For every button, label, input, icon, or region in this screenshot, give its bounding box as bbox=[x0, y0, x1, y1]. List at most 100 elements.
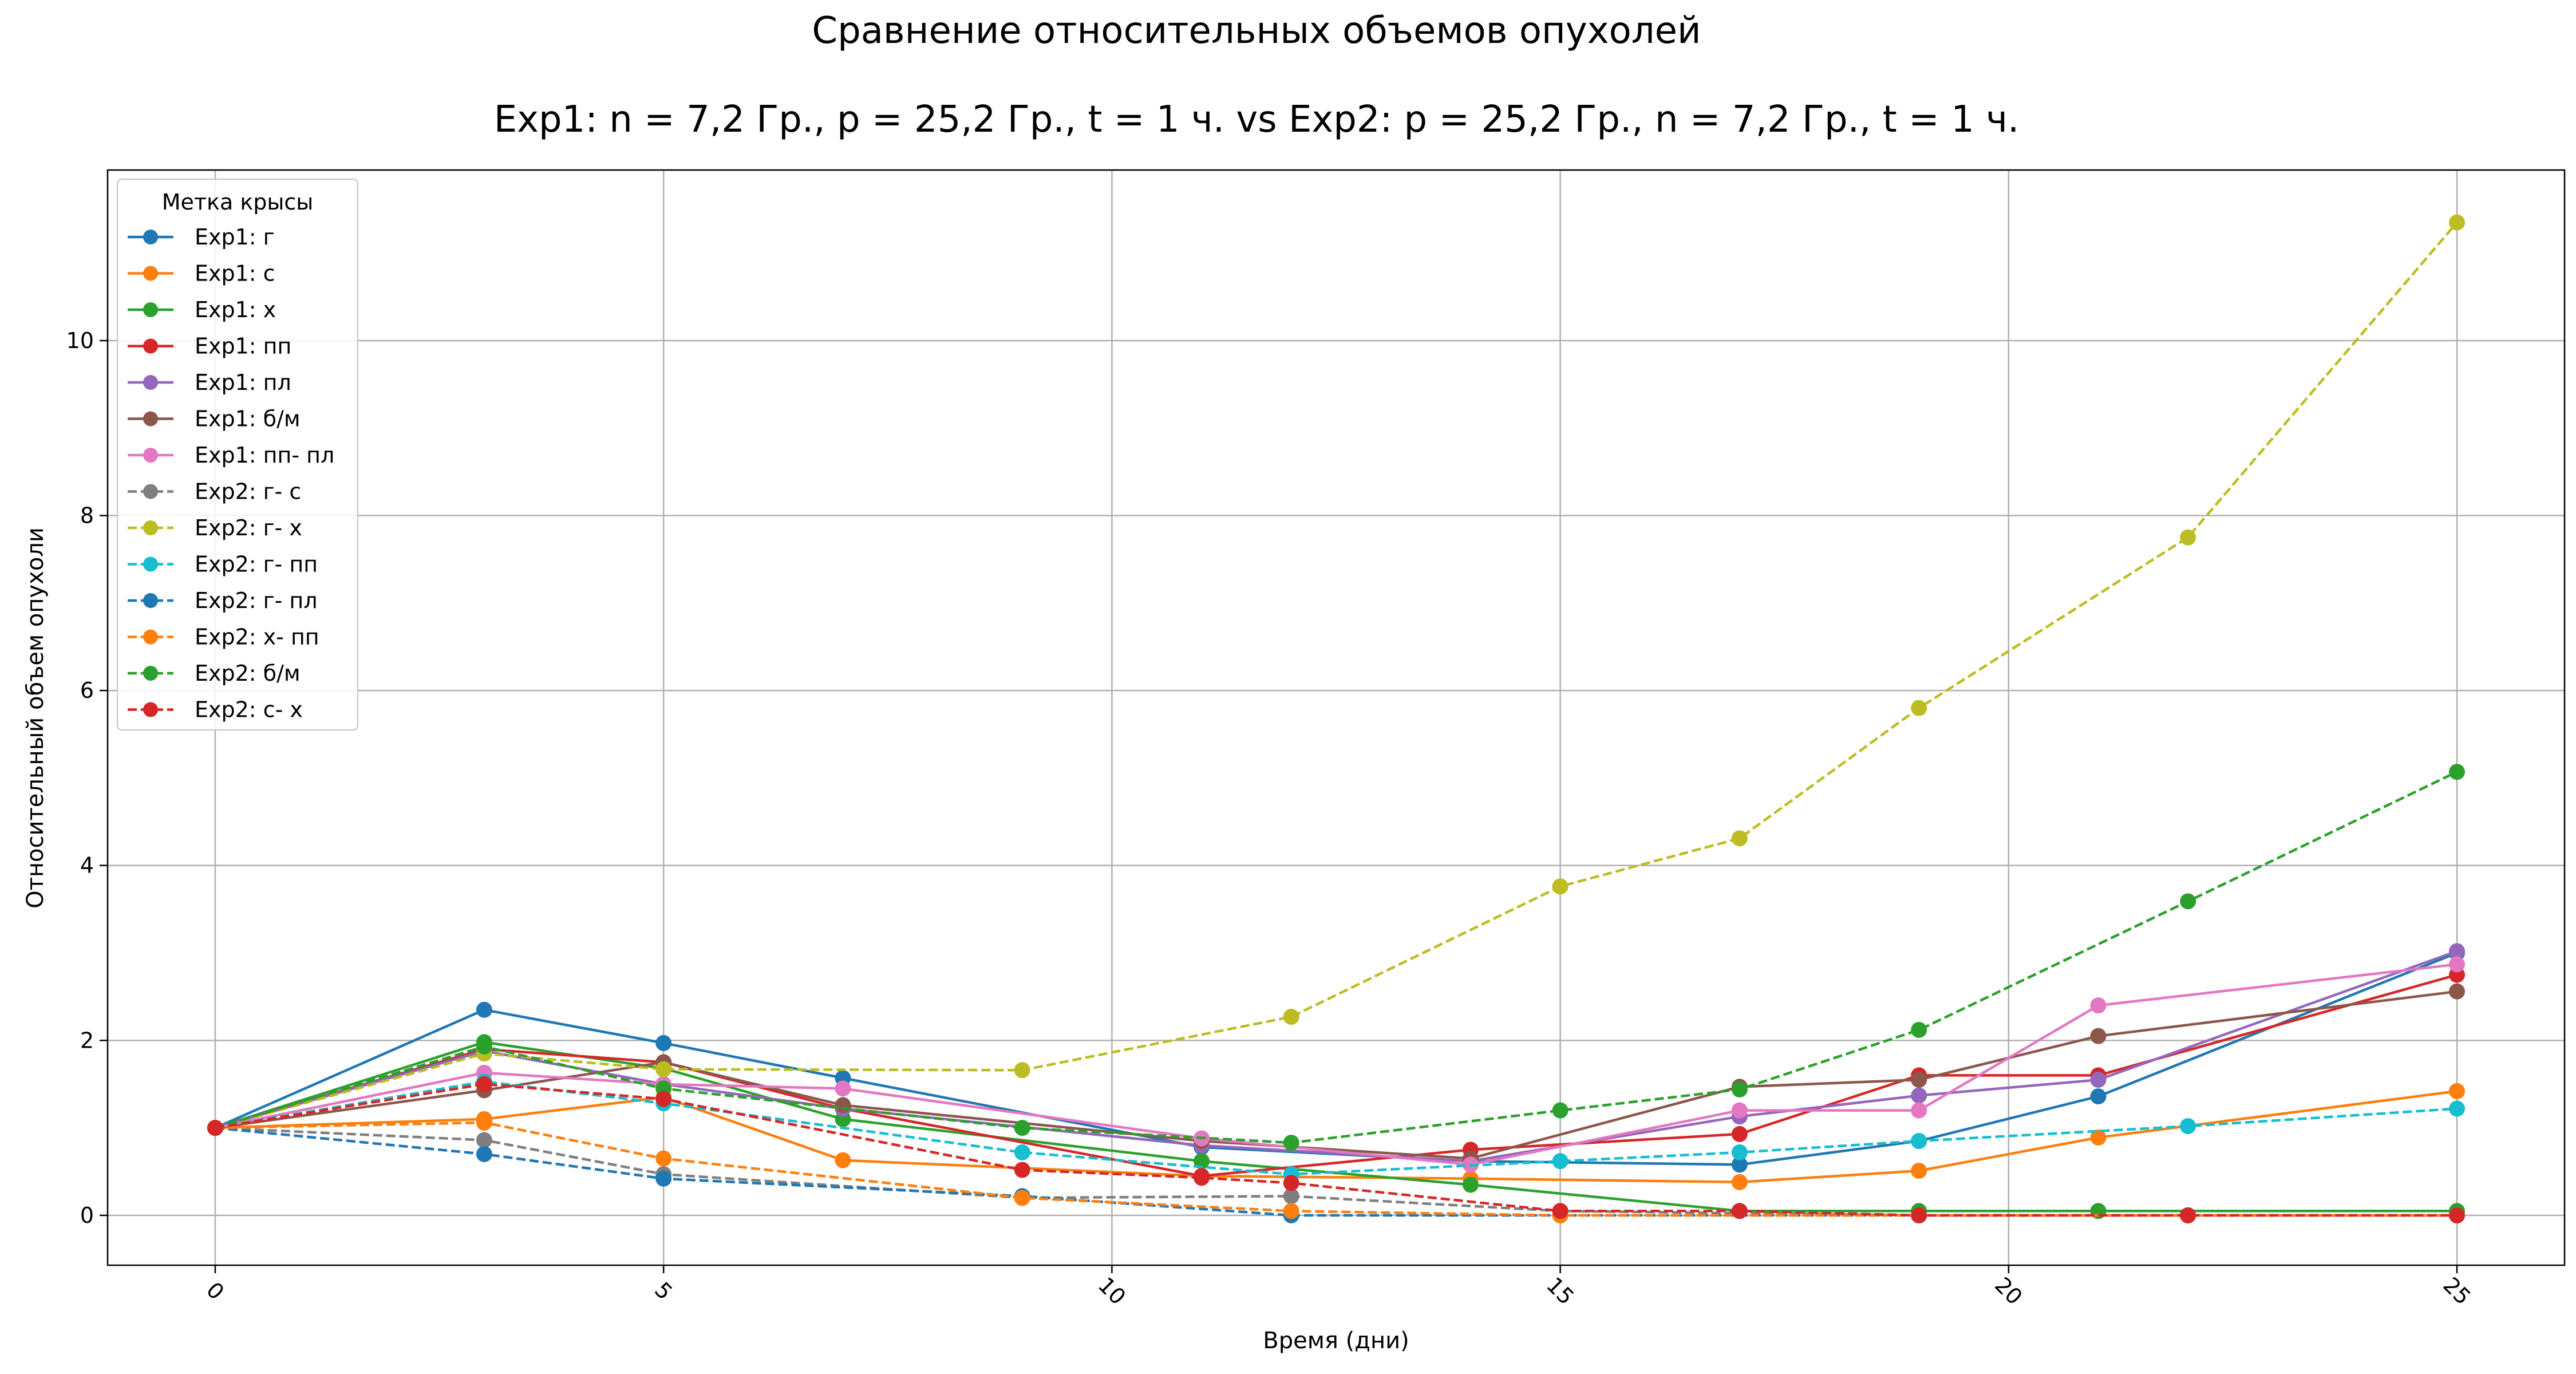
legend-marker bbox=[143, 230, 158, 244]
data-point bbox=[655, 1091, 672, 1107]
legend-entry: Exp1: пп- пл bbox=[195, 443, 334, 468]
data-point bbox=[1731, 1126, 1748, 1142]
data-point bbox=[1731, 1203, 1748, 1219]
legend-entry: Exp1: г bbox=[195, 224, 275, 250]
y-axis-label: Относительный объем опухоли bbox=[22, 527, 49, 909]
data-point bbox=[835, 1152, 851, 1168]
series-13 bbox=[207, 1076, 2466, 1223]
data-point bbox=[2180, 529, 2196, 546]
data-point bbox=[1283, 1203, 1299, 1219]
legend-marker bbox=[143, 520, 158, 535]
data-point bbox=[1731, 1144, 1748, 1160]
data-point bbox=[2090, 1028, 2107, 1044]
data-point bbox=[1731, 1174, 1748, 1190]
data-point bbox=[1911, 1087, 1927, 1104]
legend-title: Метка крысы bbox=[162, 189, 314, 215]
series-line bbox=[215, 1089, 2458, 1184]
data-point bbox=[476, 1001, 492, 1018]
y-axis: 0 2 4 6 8 10 bbox=[66, 328, 108, 1228]
data-point bbox=[1014, 1190, 1030, 1206]
data-point bbox=[1014, 1162, 1030, 1178]
legend-entry: Exp2: г- х bbox=[195, 515, 302, 540]
legend-marker bbox=[143, 702, 158, 717]
data-point bbox=[1194, 1153, 1210, 1170]
data-point bbox=[1911, 1102, 1927, 1119]
legend-marker bbox=[143, 666, 158, 681]
data-point bbox=[1731, 1081, 1748, 1097]
data-point bbox=[2090, 1129, 2107, 1146]
data-point bbox=[2449, 943, 2466, 960]
data-point bbox=[476, 1076, 492, 1092]
data-point bbox=[2449, 956, 2466, 973]
data-point bbox=[655, 1170, 672, 1187]
legend-marker bbox=[143, 556, 158, 572]
legend-marker bbox=[143, 338, 158, 354]
data-point bbox=[1731, 1102, 1748, 1119]
chart-title: Сравнение относительных объемов опухолей bbox=[812, 10, 1701, 52]
legend-marker bbox=[143, 375, 158, 390]
data-point bbox=[1462, 1176, 1479, 1193]
data-point bbox=[655, 1061, 672, 1077]
data-point bbox=[655, 1035, 672, 1051]
plot-frame bbox=[106, 169, 2566, 1266]
legend-box bbox=[116, 178, 359, 731]
data-point bbox=[2090, 997, 2107, 1014]
data-point bbox=[1283, 1009, 1299, 1025]
data-point bbox=[2449, 983, 2466, 1000]
legend-entry: Exp2: х- пп bbox=[195, 625, 319, 650]
data-point bbox=[1911, 700, 1927, 716]
data-point bbox=[2090, 1088, 2107, 1105]
chart-subtitle: Exp1: n = 7,2 Гр., p = 25,2 Гр., t = 1 ч… bbox=[494, 98, 2020, 141]
data-point bbox=[1911, 1207, 1927, 1223]
y-tick-label: 10 bbox=[66, 328, 94, 353]
data-point bbox=[835, 1097, 851, 1114]
data-point bbox=[2449, 214, 2466, 231]
data-point bbox=[1283, 1175, 1299, 1191]
data-point bbox=[1911, 1162, 1927, 1179]
series-line bbox=[215, 771, 2458, 1144]
data-point bbox=[476, 1132, 492, 1148]
data-point bbox=[1283, 1188, 1299, 1205]
legend-marker bbox=[143, 593, 158, 608]
legend-entry: Exp2: г- с bbox=[195, 479, 301, 504]
legend-marker bbox=[143, 629, 158, 645]
data-point bbox=[835, 1080, 851, 1097]
data-point bbox=[2180, 1118, 2196, 1135]
legend-marker bbox=[143, 448, 158, 463]
legend-marker bbox=[143, 411, 158, 427]
legend-entry: Exp2: г- пл bbox=[195, 588, 318, 613]
legend-marker bbox=[143, 302, 158, 317]
data-point bbox=[1911, 1021, 1927, 1038]
legend: Метка крысы Exp1: г Exp1: с Exp1: х Exp1: п… bbox=[116, 178, 359, 731]
legend-marker bbox=[143, 266, 158, 281]
data-point bbox=[2449, 1100, 2466, 1117]
data-point bbox=[1731, 1156, 1748, 1173]
data-point bbox=[1014, 1144, 1030, 1160]
data-point bbox=[2090, 1072, 2107, 1088]
data-point bbox=[476, 1114, 492, 1131]
data-point bbox=[1552, 878, 1568, 895]
legend-entry: Exp2: г- пп bbox=[195, 552, 318, 577]
legend-entry: Exp1: с bbox=[195, 261, 275, 286]
series-line bbox=[215, 973, 2458, 1178]
legend-entry: Exp1: пл bbox=[195, 370, 291, 395]
data-point bbox=[2180, 1207, 2196, 1223]
data-point bbox=[2449, 1207, 2466, 1223]
series-line bbox=[215, 963, 2458, 1166]
y-tick-label: 4 bbox=[80, 853, 94, 878]
data-point bbox=[2449, 764, 2466, 780]
legend-entry: Exp1: пп bbox=[195, 334, 291, 359]
series-12 bbox=[207, 764, 2466, 1151]
data-point bbox=[1911, 1072, 1927, 1088]
y-tick-label: 6 bbox=[80, 678, 94, 703]
data-point bbox=[1014, 1062, 1030, 1079]
x-axis-label: Время (дни) bbox=[1263, 1328, 1409, 1354]
data-point bbox=[1014, 1120, 1030, 1136]
data-point bbox=[476, 1146, 492, 1162]
data-point bbox=[1552, 1102, 1568, 1119]
data-point bbox=[2449, 1083, 2466, 1099]
data-point bbox=[1911, 1133, 1927, 1150]
legend-entry: Exp2: с- х bbox=[195, 697, 303, 722]
data-point bbox=[1552, 1153, 1568, 1170]
